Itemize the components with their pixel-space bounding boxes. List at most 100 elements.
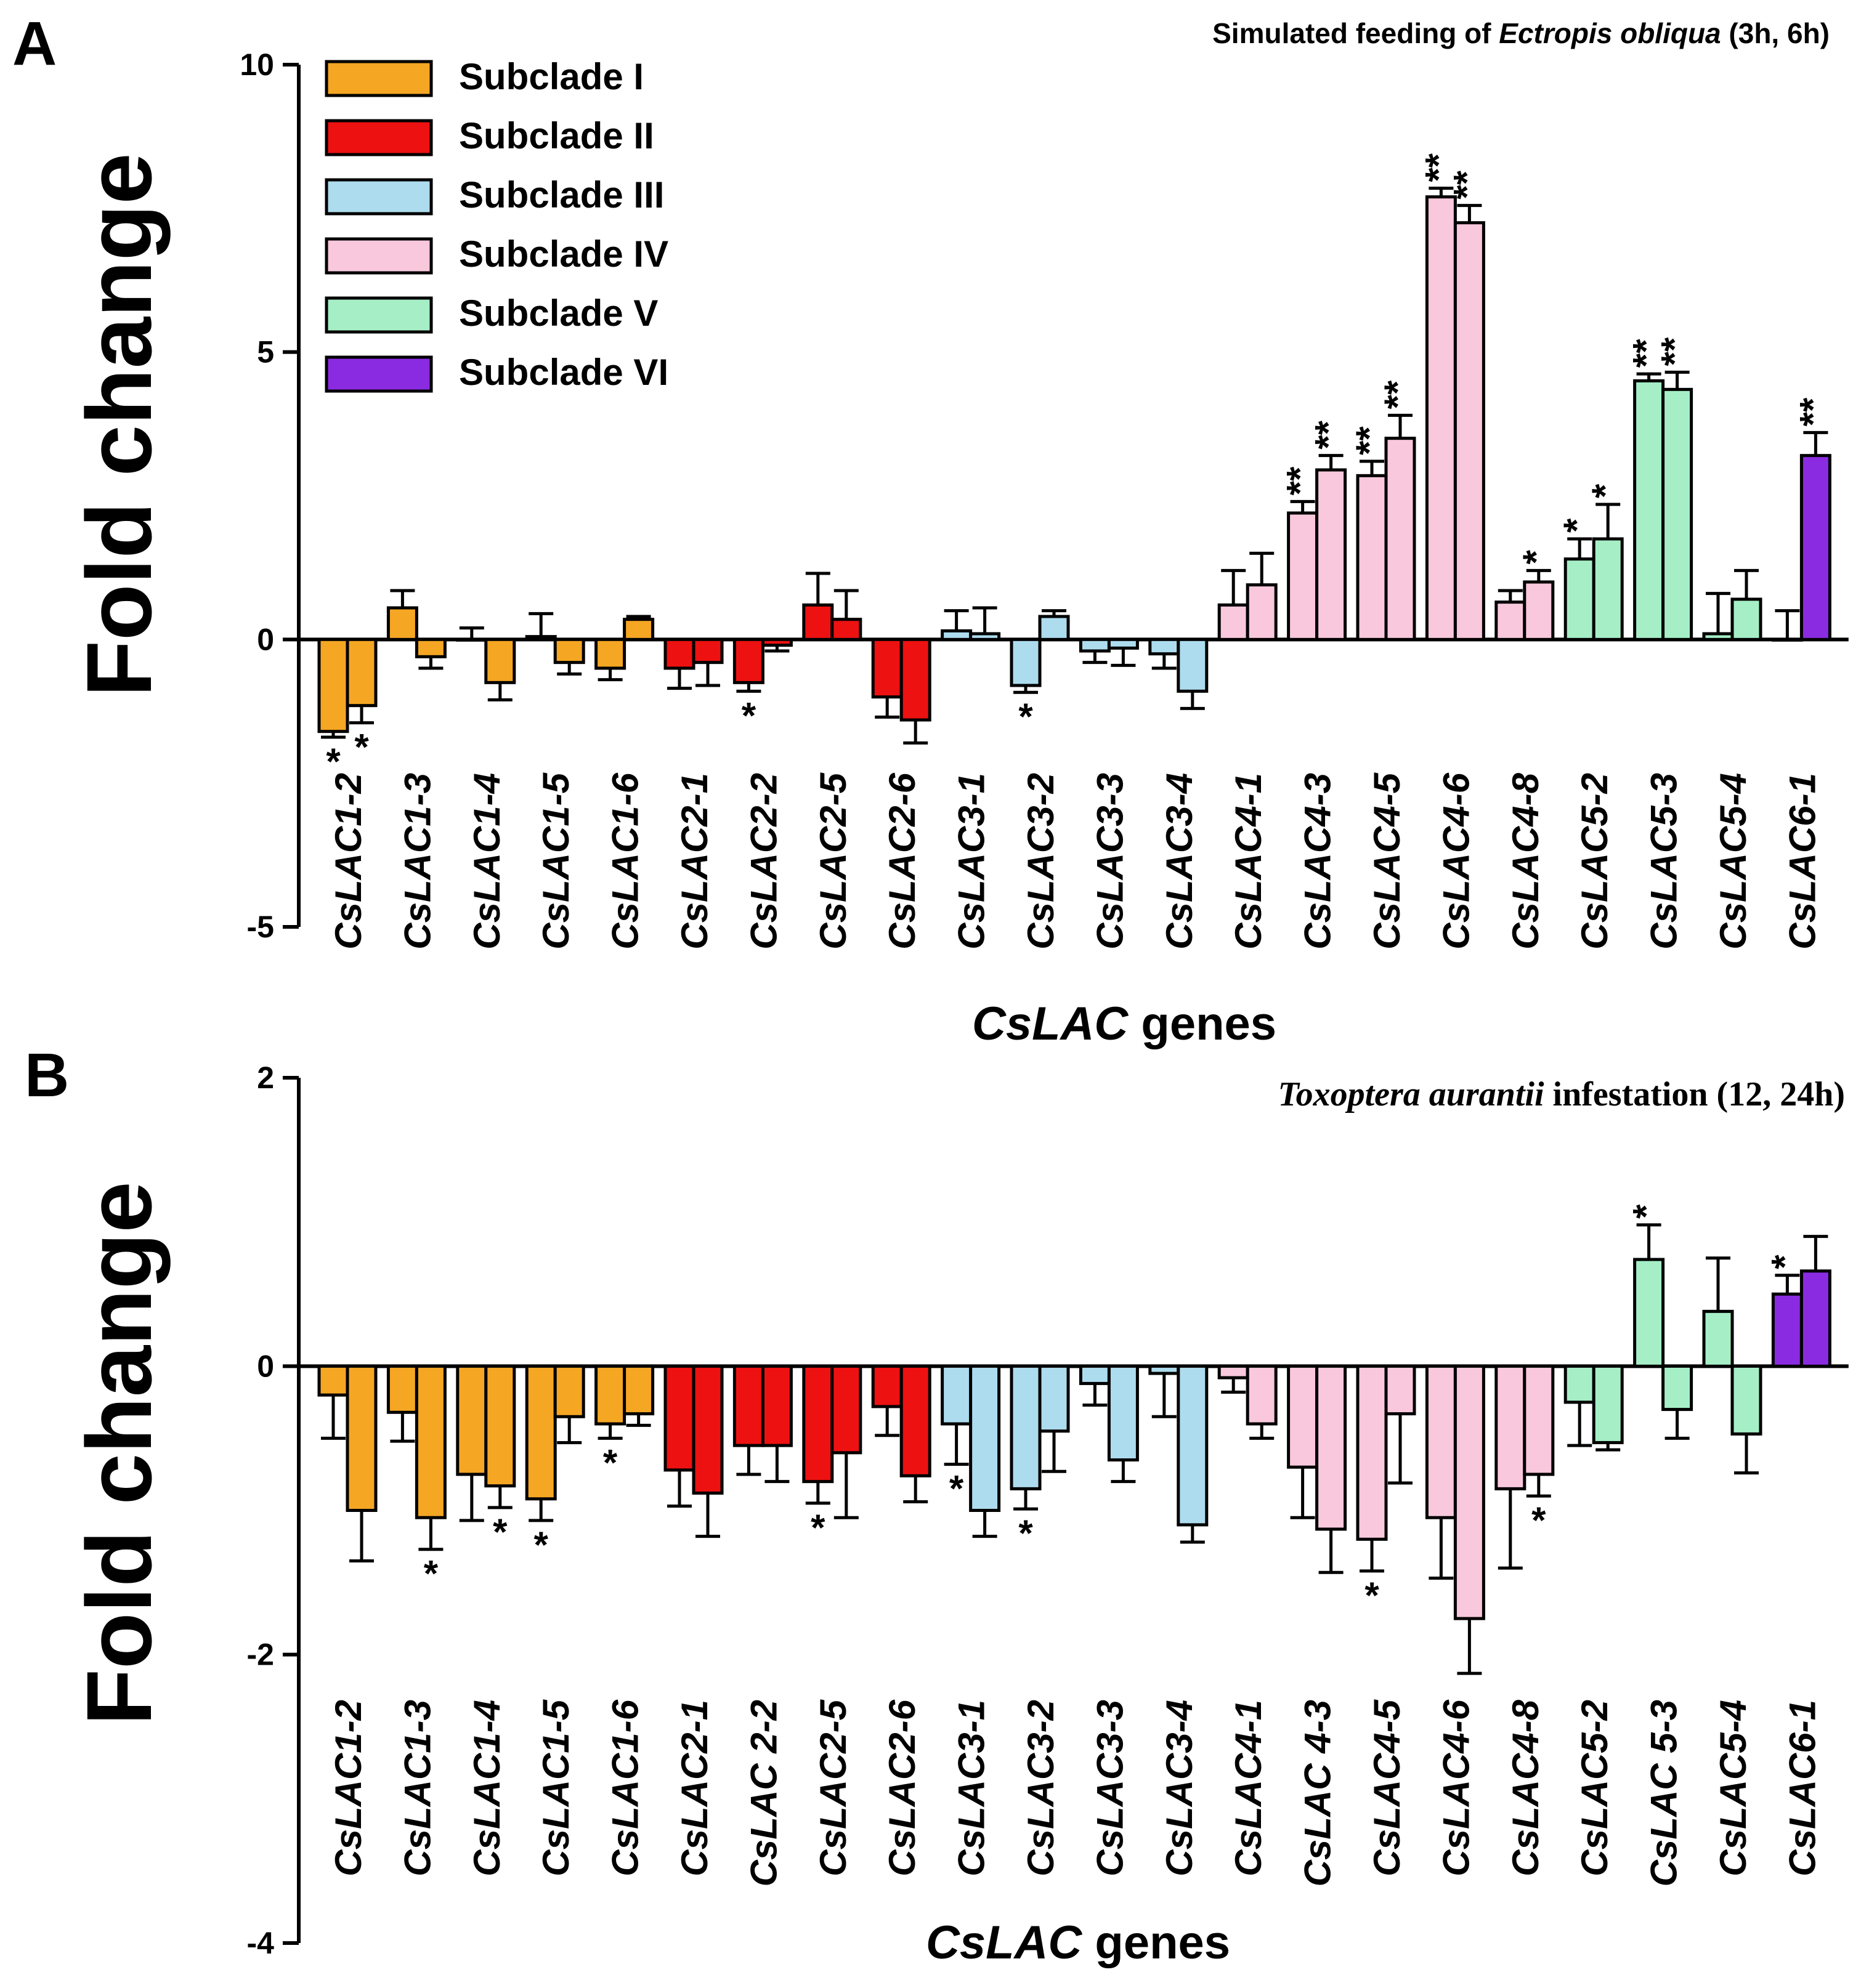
bar-CsLAC3-4-24h [1177, 1364, 1209, 1527]
category-label: CsLAC2-1 [674, 773, 715, 950]
legend-label: Subclade I [459, 56, 644, 97]
bar-CsLAC1-6-12h [594, 1364, 626, 1426]
category-label: CsLAC2-5 [813, 1699, 854, 1876]
bar-CsLAC2-2-3h [732, 637, 764, 684]
significance-mark: ** [1279, 466, 1321, 495]
bar-CsLAC3-3-12h [1079, 1364, 1111, 1385]
bar-CsLAC3-2-24h [1038, 1364, 1070, 1433]
category-label: CsLAC1-4 [466, 1700, 508, 1877]
bar-CsLAC1-5-3h [525, 635, 557, 641]
significance-mark: * [1018, 696, 1033, 737]
significance-mark: * [1584, 483, 1626, 498]
panel-letter-a: A [12, 9, 57, 78]
y-axis-label-b: Fold change [67, 1181, 171, 1725]
bar-CsLAC2-1-24h [692, 1364, 724, 1495]
category-label: CsLAC5-4 [1713, 773, 1754, 950]
bar-CsLAC3-2-6h [1038, 615, 1070, 641]
bar-CsLAC4-3-24h [1315, 1364, 1347, 1531]
bar-CsLAC4-6-12h [1425, 1364, 1457, 1519]
significance-mark: * [493, 1511, 508, 1553]
subtitle-b: Toxoptera aurantii infestation (12, 24h) [1278, 1075, 1845, 1113]
category-label: CsLAC4-1 [1228, 773, 1269, 950]
bar-CsLAC5-4-24h [1730, 1364, 1762, 1436]
category-label: CsLAC2-6 [882, 772, 923, 949]
plot-area-b: -4 -2 0 2 CsLAC1-2 * CsLAC1-3 * CsLAC1-4 * CsLAC1-… [247, 1061, 1849, 1960]
legend-label: Subclade VI [459, 352, 668, 393]
category-label: CsLAC3-3 [1089, 1700, 1130, 1877]
bar-CsLAC1-3-12h [386, 1364, 418, 1414]
y-tick-label: -2 [247, 1638, 274, 1672]
legend-swatch-subclade_I [325, 60, 433, 97]
y-tick-label: -4 [247, 1926, 275, 1960]
bar-CsLAC2-6-3h [871, 637, 903, 699]
bar-CsLAC4-5-3h [1356, 474, 1388, 641]
significance-mark: * [811, 1507, 825, 1548]
bar-CsLAC3-2-3h [1010, 637, 1042, 687]
bar-CsLAC3-3-6h [1107, 637, 1139, 650]
bar-CsLAC5-3-24h [1661, 1364, 1693, 1412]
bar-CsLAC1-3-6h [415, 637, 447, 658]
bar-CsLAC1-4-6h [484, 637, 516, 684]
legend-swatch-subclade_V [325, 296, 433, 334]
bar-CsLAC4-6-6h [1453, 221, 1485, 641]
category-label: CsLAC1-5 [535, 772, 577, 949]
legend-label: Subclade II [459, 115, 654, 156]
bar-CsLAC4-5-6h [1384, 437, 1416, 641]
bar-CsLAC1-3-24h [415, 1364, 447, 1519]
category-label: CsLAC1-2 [328, 1700, 369, 1877]
y-axis-label-a: Fold change [67, 153, 171, 697]
bar-CsLAC4-5-24h [1384, 1364, 1416, 1416]
significance-mark: * [1764, 1255, 1805, 1269]
subtitle-a: Simulated feeding of Ectropis obliqua (3… [1212, 17, 1830, 49]
bar-CsLAC2-1-6h [692, 637, 724, 665]
bar-CsLAC4-1-24h [1246, 1364, 1278, 1426]
category-label: CsLAC1-2 [328, 773, 369, 950]
legend-label: Subclade V [459, 293, 658, 334]
bar-CsLAC4-1-6h [1246, 583, 1278, 641]
significance-mark: * [949, 1468, 964, 1509]
bar-CsLAC4-6-24h [1453, 1364, 1485, 1620]
category-label: CsLAC3-2 [1020, 773, 1061, 950]
category-label: CsLAC 2-2 [743, 1700, 784, 1886]
y-tick-label: 2 [257, 1061, 274, 1095]
bar-CsLAC5-2-6h [1592, 537, 1624, 641]
bar-CsLAC2-2-24h [761, 1364, 793, 1447]
significance-mark: ** [1377, 380, 1418, 409]
bar-CsLAC3-1-6h [969, 632, 1001, 641]
bar-CsLAC1-4-12h [456, 1364, 488, 1476]
bar-CsLAC3-1-12h [941, 1364, 973, 1426]
bar-CsLAC4-3-12h [1287, 1364, 1319, 1469]
bar-CsLAC3-1-24h [969, 1364, 1001, 1512]
category-label: CsLAC1-5 [535, 1699, 577, 1876]
bar-CsLAC6-1-24h [1799, 1269, 1831, 1368]
significance-mark: ** [1446, 170, 1487, 199]
significance-mark: * [354, 727, 369, 768]
significance-mark: ** [1626, 339, 1667, 368]
bar-CsLAC5-4-6h [1730, 597, 1762, 641]
bar-CsLAC1-4-3h [456, 637, 488, 642]
bar-CsLAC6-1-12h [1771, 1292, 1803, 1368]
bar-CsLAC3-1-3h [941, 629, 973, 641]
bar-CsLAC5-2-24h [1592, 1364, 1624, 1444]
legend: Subclade I Subclade II Subclade III Subclad… [325, 56, 668, 393]
category-label: CsLAC3-3 [1089, 773, 1130, 950]
bar-CsLAC5-4-3h [1702, 632, 1734, 641]
bar-CsLAC1-6-3h [594, 637, 626, 670]
category-label: CsLAC1-3 [397, 1700, 438, 1877]
category-label: CsLAC 5-3 [1644, 1700, 1685, 1886]
bar-CsLAC1-3-3h [386, 606, 418, 641]
legend-label: Subclade III [459, 174, 664, 216]
category-label: CsLAC5-3 [1644, 773, 1685, 950]
significance-mark: * [1515, 549, 1557, 564]
bar-CsLAC4-6-3h [1425, 195, 1457, 641]
bar-CsLAC3-3-24h [1107, 1364, 1139, 1462]
category-label: CsLAC2-6 [882, 1699, 923, 1876]
bar-CsLAC2-5-12h [802, 1364, 834, 1484]
category-label: CsLAC5-4 [1713, 1700, 1754, 1877]
bar-CsLAC1-4-24h [484, 1364, 516, 1488]
category-label: CsLAC4-3 [1297, 773, 1339, 950]
category-label: CsLAC4-5 [1366, 772, 1408, 949]
bar-CsLAC5-3-12h [1633, 1258, 1665, 1368]
bar-CsLAC6-1-3h [1771, 637, 1803, 642]
